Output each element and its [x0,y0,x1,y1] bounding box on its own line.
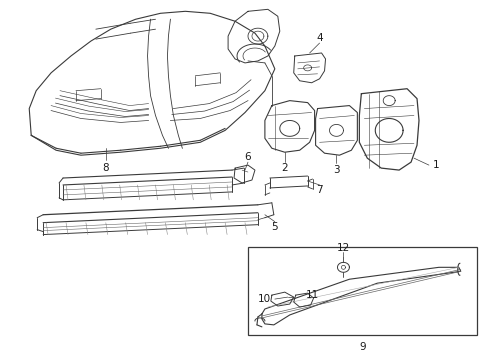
Text: 1: 1 [433,160,439,170]
Text: 9: 9 [359,342,366,352]
Text: 6: 6 [245,152,251,162]
Text: 8: 8 [102,163,109,173]
Text: 5: 5 [271,222,278,231]
Text: 7: 7 [316,185,323,195]
Text: 12: 12 [337,243,350,253]
Text: 10: 10 [257,294,270,304]
Text: 2: 2 [281,163,288,173]
Text: 3: 3 [333,165,340,175]
Text: 4: 4 [316,33,323,43]
Bar [248,247,477,335]
Text: 11: 11 [306,290,319,300]
